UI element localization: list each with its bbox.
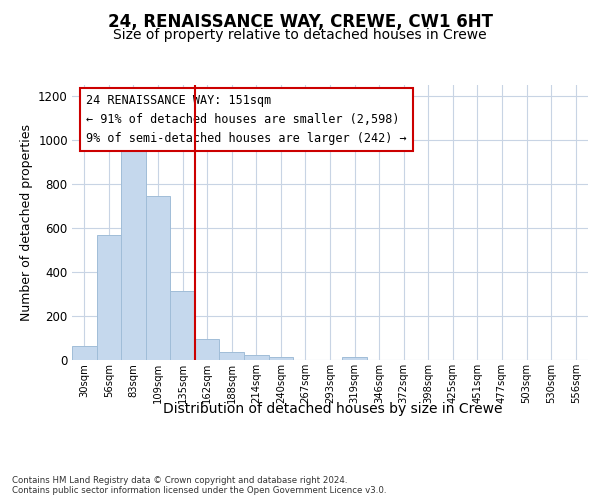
- Text: 24, RENAISSANCE WAY, CREWE, CW1 6HT: 24, RENAISSANCE WAY, CREWE, CW1 6HT: [107, 12, 493, 30]
- Text: Size of property relative to detached houses in Crewe: Size of property relative to detached ho…: [113, 28, 487, 42]
- Bar: [220, 352, 244, 360]
- Text: 24 RENAISSANCE WAY: 151sqm
← 91% of detached houses are smaller (2,598)
9% of se: 24 RENAISSANCE WAY: 151sqm ← 91% of deta…: [86, 94, 407, 145]
- Bar: [244, 355, 269, 360]
- Bar: [170, 290, 195, 360]
- Bar: [342, 357, 367, 360]
- Bar: [121, 140, 146, 360]
- Text: Distribution of detached houses by size in Crewe: Distribution of detached houses by size …: [163, 402, 503, 416]
- Bar: [195, 339, 220, 360]
- Bar: [146, 196, 170, 360]
- Bar: [97, 234, 121, 360]
- Y-axis label: Number of detached properties: Number of detached properties: [20, 124, 32, 321]
- Bar: [72, 346, 97, 360]
- Text: Contains HM Land Registry data © Crown copyright and database right 2024.
Contai: Contains HM Land Registry data © Crown c…: [12, 476, 386, 495]
- Bar: [269, 357, 293, 360]
